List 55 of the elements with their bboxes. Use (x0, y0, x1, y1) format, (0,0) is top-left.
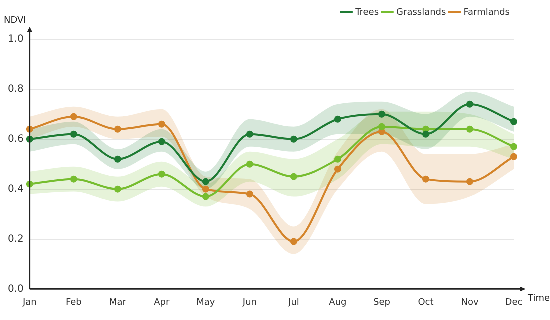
y-tick-label: 1.0 (8, 34, 24, 46)
x-tick-label: Jul (288, 298, 300, 308)
x-tick-label: Sep (373, 298, 391, 308)
point (70, 113, 78, 120)
point (114, 186, 122, 193)
point (70, 176, 78, 183)
point (158, 138, 166, 146)
x-tick-label: Feb (66, 298, 82, 308)
x-tick-label: Aug (329, 298, 347, 308)
y-axis-title: NDVI (4, 16, 26, 26)
point (510, 143, 518, 150)
point (114, 156, 122, 163)
y-tick-label: 0.4 (8, 184, 24, 195)
point (158, 170, 166, 178)
legend-label: Trees (354, 8, 380, 18)
x-tick-label: Dec (505, 298, 523, 308)
point (114, 126, 122, 133)
point (334, 116, 342, 123)
x-tick-label: Apr (154, 298, 170, 308)
point (422, 126, 430, 133)
point (510, 118, 518, 126)
y-tick-label: 0.0 (8, 284, 24, 295)
x-tick-label: Mar (109, 298, 127, 308)
point (334, 166, 342, 173)
point (510, 153, 518, 160)
x-tick-label: Nov (461, 298, 480, 308)
point (246, 130, 254, 138)
point (378, 123, 386, 130)
point (334, 156, 342, 163)
y-tick-label: 0.6 (8, 134, 24, 145)
legend-label: Farmlands (464, 8, 510, 18)
y-tick-label: 0.8 (8, 84, 24, 96)
point (290, 136, 298, 143)
point (290, 173, 298, 180)
point (158, 120, 166, 128)
x-tick-label: Oct (418, 298, 434, 308)
point (246, 160, 254, 168)
legend-label: Grasslands (396, 8, 447, 18)
point (378, 110, 386, 118)
point (70, 130, 78, 138)
point (202, 178, 210, 186)
point (422, 130, 430, 138)
point (202, 186, 210, 193)
point (202, 193, 210, 200)
x-tick-label: May (196, 298, 216, 308)
point (246, 190, 254, 198)
x-tick-label: Jun (242, 298, 257, 308)
point (466, 178, 474, 186)
x-axis-title: Time (527, 294, 550, 304)
point (290, 238, 298, 246)
x-tick-label: Jan (22, 298, 37, 308)
point (466, 126, 474, 133)
y-tick-label: 0.2 (8, 234, 24, 245)
point (466, 100, 474, 108)
point (422, 176, 430, 183)
